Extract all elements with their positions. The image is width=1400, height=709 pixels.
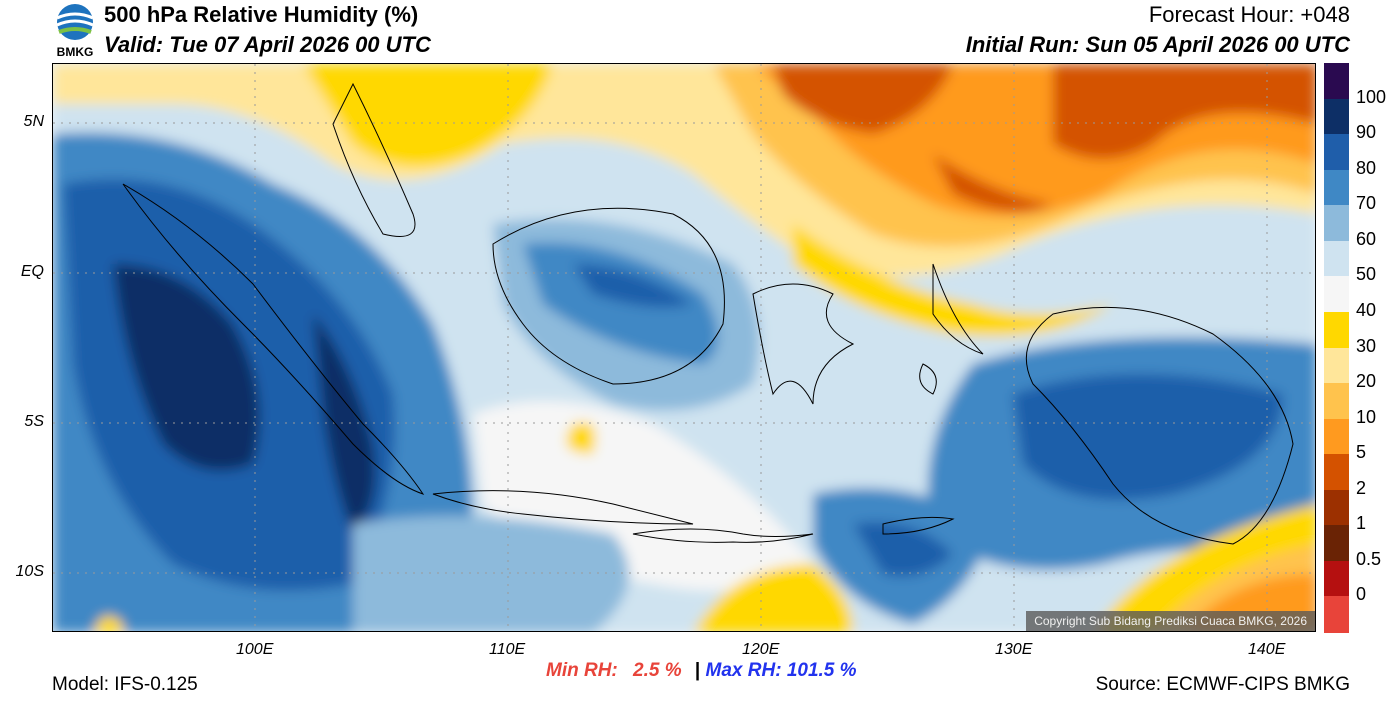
colorbar-cell [1324,240,1349,277]
colorbar-label: 40 [1356,299,1377,320]
max-rh-value: 101.5 % [786,660,857,681]
coastlines [122,82,1294,545]
humidity-map[interactable]: Copyright Sub Bidang Prediksi Cuaca BMKG… [52,63,1316,632]
colorbar-label: 30 [1356,335,1377,356]
bmkg-logo-icon [56,4,94,40]
lon-label-100e: 100E [236,641,274,658]
lat-label-5n: 5N [23,113,44,130]
colorbar-label: 1 [1356,513,1367,534]
colorbar-label: 80 [1356,157,1377,178]
colorbar-label: 90 [1356,122,1377,143]
colorbar-cell [1324,347,1349,384]
source-info: Source: ECMWF-CIPS BMKG [1095,674,1350,695]
colorbar-label: 60 [1356,228,1377,249]
colorbar-cell [1324,560,1349,597]
colorbar-label: 2 [1356,477,1367,498]
lon-label-140e: 140E [1248,641,1286,658]
valid-time: Valid: Tue 07 April 2026 00 UTC [104,32,431,57]
lat-label-eq: EQ [20,263,44,280]
colorbar-cell [1324,418,1349,455]
logo-text: BMKG [56,45,94,59]
colorbar-label: 20 [1356,371,1377,392]
forecast-hour: Forecast Hour: +048 [1148,2,1350,27]
lon-label-110e: 110E [489,641,526,658]
max-rh-label: Max RH: [705,660,782,681]
colorbar-cell [1324,276,1349,313]
stats-separator: | [694,660,701,681]
colorbar-cell [1324,205,1349,242]
copyright-notice: Copyright Sub Bidang Prediksi Cuaca BMKG… [1026,611,1315,631]
bmkg-logo: BMKG [52,2,98,60]
colorbar-label: 50 [1356,264,1377,285]
colorbar-cell [1324,454,1349,491]
colorbar-cell [1324,169,1349,206]
lat-label-5s: 5S [24,413,44,430]
colorbar-cell [1324,489,1349,526]
colorbar-label: 5 [1356,442,1367,463]
humidity-field [53,64,1315,631]
colorbar-cell [1324,98,1349,135]
colorbar-label: 0 [1356,584,1367,605]
map-title: 500 hPa Relative Humidity (%) [104,2,419,27]
colorbar-cell [1324,525,1349,562]
colorbar-label: 100 [1356,86,1387,107]
colorbar-label: 10 [1356,406,1377,427]
initial-run: Initial Run: Sun 05 April 2026 00 UTC [965,32,1350,57]
lon-label-120e: 120E [742,641,780,658]
rh-stats: Min RH: 2.5 % | Max RH: 101.5 % [546,660,857,682]
colorbar-cell [1324,311,1349,348]
colorbar-label: 0.5 [1356,548,1382,569]
gridlines [53,64,1315,631]
min-rh-value: 2.5 % [633,660,682,681]
colorbar-cell [1324,596,1349,633]
colorbar-label: 70 [1356,193,1377,214]
colorbar-cell [1324,134,1349,171]
colorbar-cell [1324,383,1349,420]
lat-label-10s: 10S [15,563,44,580]
model-info: Model: IFS-0.125 [52,674,198,695]
min-rh-label: Min RH: [546,660,618,681]
colorbar-cell [1324,63,1349,100]
lon-label-130e: 130E [995,641,1033,658]
